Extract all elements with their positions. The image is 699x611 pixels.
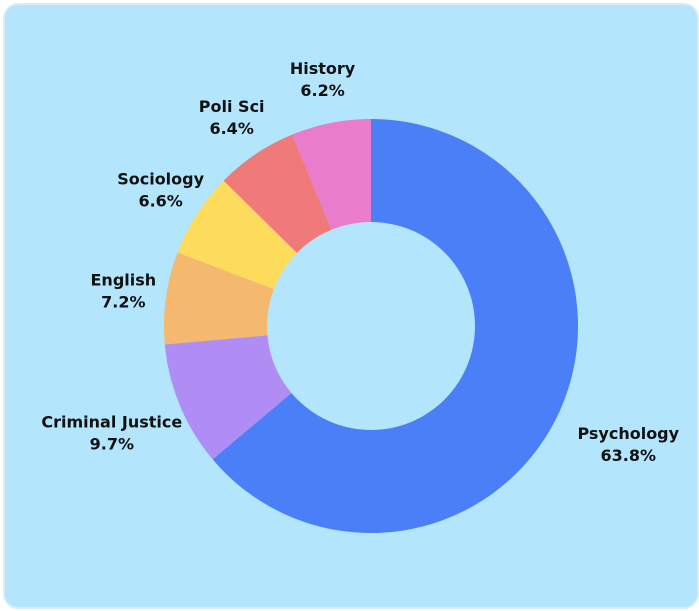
slice-value-label: 6.2% — [300, 81, 344, 100]
slice-value-label: 6.4% — [209, 119, 253, 138]
slice-value-label: 9.7% — [90, 434, 134, 453]
slice-value-label: 6.6% — [138, 191, 182, 210]
slice-label: Psychology — [577, 424, 679, 443]
slice-value-label: 7.2% — [101, 292, 145, 311]
slice-label: History — [290, 59, 356, 78]
donut-slice — [223, 134, 332, 253]
donut-slice — [164, 252, 274, 345]
slice-label: Criminal Justice — [41, 412, 182, 431]
donut-slice — [292, 119, 371, 230]
slice-label: Poli Sci — [199, 97, 265, 116]
donut-slice — [212, 119, 579, 533]
slice-label: Sociology — [117, 169, 204, 188]
donut-slice — [164, 335, 292, 460]
donut-slice — [177, 180, 297, 290]
slice-value-label: 63.8% — [601, 446, 657, 465]
slice-label: English — [91, 270, 157, 289]
